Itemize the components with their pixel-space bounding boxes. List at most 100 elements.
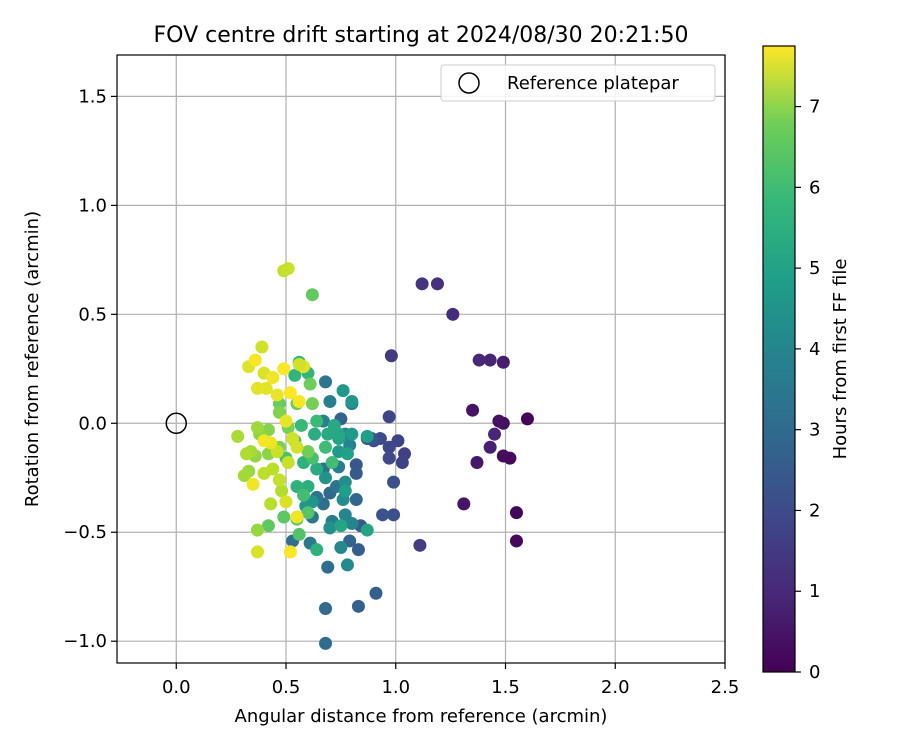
legend-open-circle-icon: [458, 72, 480, 94]
y-tick-label: −0.5: [63, 522, 107, 543]
data-point: [415, 277, 429, 291]
colorbar-tick-label: 3: [809, 420, 820, 441]
data-point: [457, 497, 471, 511]
colorbar: 0 1 2 3 4 5 6 7 Hours from first FF file: [762, 45, 851, 683]
data-point: [413, 538, 427, 552]
x-tick-label: 0.5: [272, 677, 301, 698]
data-point: [387, 508, 401, 522]
data-point: [259, 381, 273, 395]
x-axis-ticks: 0.0 0.5 1.0 1.5 2.0 2.5: [162, 663, 739, 698]
data-point: [303, 377, 317, 391]
data-point: [255, 340, 269, 354]
colorbar-tick-label: 0: [809, 662, 820, 683]
data-point: [270, 388, 284, 402]
legend: Reference platepar: [440, 64, 716, 102]
data-point: [261, 519, 275, 533]
y-axis-label: Rotation from reference (arcmin): [22, 211, 43, 507]
data-point: [340, 558, 354, 572]
colorbar-tick-label: 7: [809, 97, 820, 118]
data-point: [496, 449, 510, 463]
data-point: [496, 355, 510, 369]
data-point: [483, 440, 497, 454]
legend-label: Reference platepar: [507, 73, 679, 94]
data-point: [492, 414, 506, 428]
data-point: [237, 469, 251, 483]
data-point: [351, 543, 365, 557]
data-point: [338, 484, 352, 498]
data-point: [488, 427, 502, 441]
y-tick-label: 1.0: [78, 195, 107, 216]
x-tick-label: 2.5: [711, 677, 740, 698]
data-point: [349, 466, 363, 480]
colorbar-ticks: 0 1 2 3 4 5 6 7: [795, 97, 820, 683]
data-point: [294, 418, 308, 432]
data-point: [384, 349, 398, 363]
grid-lines: [117, 55, 726, 663]
colorbar-tick-label: 2: [809, 500, 820, 521]
x-tick-label: 1.5: [491, 677, 520, 698]
data-point: [292, 357, 306, 371]
data-point: [264, 497, 278, 511]
data-point: [470, 456, 484, 470]
data-point: [382, 440, 396, 454]
data-point: [520, 412, 534, 426]
data-point: [281, 456, 295, 470]
data-point: [387, 475, 401, 489]
data-point: [290, 510, 304, 524]
y-axis-ticks: −1.0 −0.5 0.0 0.5 1.0 1.5: [63, 86, 117, 652]
data-point: [246, 477, 260, 491]
data-point: [250, 545, 264, 559]
data-point: [277, 510, 291, 524]
data-point: [279, 414, 293, 428]
x-tick-label: 1.0: [381, 677, 410, 698]
y-tick-label: −1.0: [63, 631, 107, 652]
colorbar-tick-label: 6: [809, 177, 820, 198]
data-point: [369, 586, 383, 600]
data-point: [231, 429, 245, 443]
data-point: [351, 599, 365, 613]
y-tick-label: 0.5: [78, 304, 107, 325]
data-point: [360, 523, 374, 537]
chart-title: FOV centre drift starting at 2024/08/30 …: [154, 23, 689, 48]
data-point: [319, 471, 333, 485]
data-point: [240, 447, 254, 461]
data-point: [319, 636, 333, 650]
y-tick-label: 0.0: [78, 413, 107, 434]
x-tick-label: 0.0: [162, 677, 191, 698]
colorbar-tick-label: 1: [809, 581, 820, 602]
data-point: [305, 397, 319, 411]
data-point: [305, 288, 319, 302]
data-point: [349, 493, 363, 507]
plot-frame: [116, 54, 726, 664]
data-point: [290, 440, 304, 454]
data-point: [250, 523, 264, 537]
data-point: [345, 517, 359, 531]
data-point: [310, 414, 324, 428]
data-point: [281, 262, 295, 276]
data-point: [297, 488, 311, 502]
data-point: [319, 602, 333, 616]
data-point: [376, 508, 390, 522]
data-point: [321, 427, 335, 441]
x-tick-label: 2.0: [601, 677, 630, 698]
data-point: [310, 462, 324, 476]
data-point: [308, 427, 322, 441]
data-point: [283, 386, 297, 400]
data-point: [340, 447, 354, 461]
data-point: [277, 362, 291, 376]
data-point: [334, 541, 348, 555]
data-point: [345, 394, 359, 408]
data-point: [430, 277, 444, 291]
data-point: [509, 534, 523, 548]
data-point: [382, 410, 396, 424]
data-point: [319, 375, 333, 389]
data-point: [334, 519, 348, 533]
data-point: [323, 394, 337, 408]
data-point: [321, 560, 335, 574]
data-point: [248, 353, 262, 367]
data-point: [325, 456, 339, 470]
data-point: [319, 440, 333, 454]
data-point: [266, 371, 280, 385]
data-point: [509, 506, 523, 520]
data-point: [360, 429, 374, 443]
